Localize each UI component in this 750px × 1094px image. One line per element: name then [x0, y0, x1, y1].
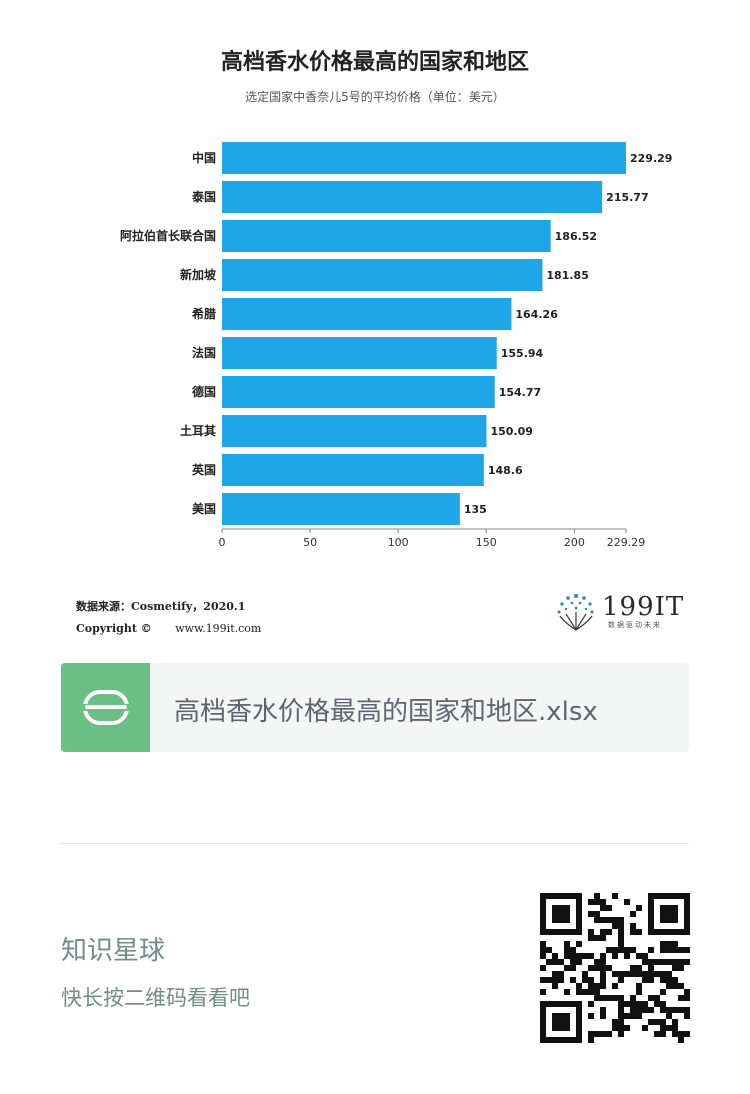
x-tick-label: 200 — [564, 536, 585, 549]
bar — [222, 259, 543, 291]
category-label: 新加坡 — [180, 267, 217, 282]
section-divider — [61, 843, 689, 844]
promo-title: 知识星球 — [61, 936, 166, 966]
category-label: 法国 — [192, 345, 216, 360]
bar-chart: 中国 229.29 泰国 215.77 阿拉伯首长联合国 186.52 新加坡 181.85 希… — [120, 142, 672, 549]
data-label: 181.85 — [546, 269, 588, 282]
x-tick-label: 229.29 — [607, 536, 646, 549]
data-label: 229.29 — [630, 152, 672, 165]
data-label: 154.77 — [499, 386, 541, 399]
category-label: 中国 — [192, 150, 216, 165]
qr-code-icon[interactable] — [540, 893, 690, 1043]
data-label: 148.6 — [488, 464, 523, 477]
category-label: 美国 — [192, 501, 216, 516]
source-text: 数据来源：Cosmetify，2020.1 — [76, 600, 246, 613]
x-tick-label: 100 — [388, 536, 409, 549]
data-label: 150.09 — [490, 425, 532, 438]
chart-title: 高档香水价格最高的国家和地区 — [220, 50, 529, 75]
data-label: 155.94 — [501, 347, 544, 360]
data-label: 135 — [464, 503, 487, 516]
category-label: 德国 — [192, 384, 216, 399]
category-label: 希腊 — [191, 306, 216, 321]
brand-name: 199IT — [602, 592, 685, 622]
bar — [222, 298, 512, 330]
bar — [222, 376, 495, 408]
chart-subtitle: 选定国家中香奈儿5号的平均价格（单位：美元） — [245, 90, 505, 104]
bar — [222, 220, 551, 252]
data-label: 186.52 — [555, 230, 597, 243]
source-block: 数据来源：Cosmetify，2020.1 Copyright © www.19… — [76, 596, 261, 640]
x-tick-label: 150 — [476, 536, 497, 549]
bar — [222, 415, 487, 447]
attachment-file-name[interactable]: 高档香水价格最高的国家和地区.xlsx — [174, 697, 598, 727]
bar — [222, 493, 460, 525]
brand-tagline: 数据驱动未来 — [608, 621, 662, 629]
brand-logo: 199IT 数据驱动未来 — [554, 590, 684, 634]
data-label: 215.77 — [606, 191, 648, 204]
bar — [222, 454, 484, 486]
copyright-label: Copyright © — [76, 622, 152, 635]
category-label: 土耳其 — [180, 423, 216, 438]
bar — [222, 142, 626, 174]
category-label: 泰国 — [191, 189, 216, 204]
category-label: 英国 — [192, 462, 216, 477]
bar — [222, 181, 603, 213]
x-tick-label: 0 — [219, 536, 226, 549]
category-label: 阿拉伯首长联合国 — [120, 228, 216, 243]
x-tick-label: 50 — [303, 536, 317, 549]
attachment-card[interactable]: 高档香水价格最高的国家和地区.xlsx — [61, 663, 689, 752]
promo-subtitle: 快长按二维码看看吧 — [61, 986, 250, 1010]
dandelion-logo-icon — [557, 594, 594, 631]
data-label: 164.26 — [515, 308, 558, 321]
bar — [222, 337, 497, 369]
website-text: www.199it.com — [175, 622, 262, 635]
spreadsheet-file-icon — [61, 663, 150, 752]
